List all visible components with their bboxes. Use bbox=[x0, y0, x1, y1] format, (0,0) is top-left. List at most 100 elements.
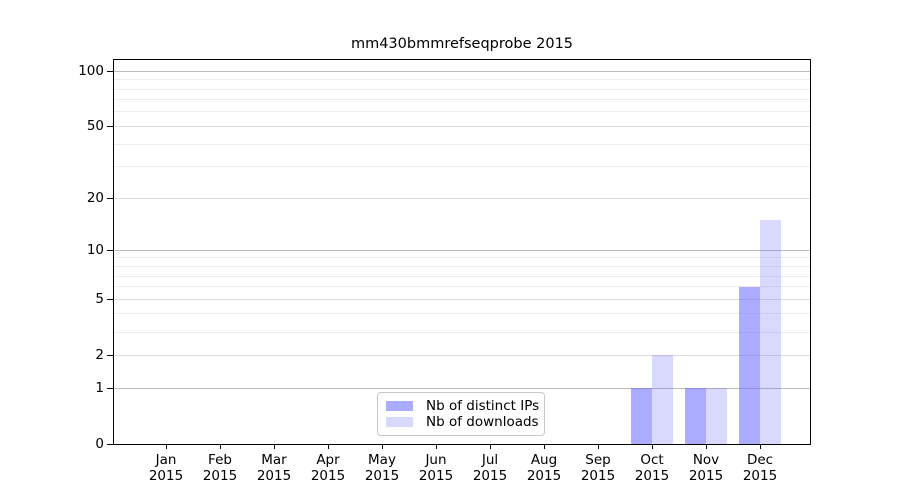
x-tick-mark-jun bbox=[436, 444, 437, 449]
x-tick-label-may: May 2015 bbox=[354, 452, 410, 484]
bar-dec-distinct-ips bbox=[739, 286, 760, 444]
bars-layer bbox=[114, 60, 810, 444]
y-tick-mark-10 bbox=[107, 249, 113, 251]
y-tick-label-2: 2 bbox=[95, 347, 104, 364]
x-tick-year: 2015 bbox=[742, 468, 778, 484]
x-tick-year: 2015 bbox=[256, 468, 292, 484]
gridline-50 bbox=[114, 125, 810, 127]
y-tick-label-100: 100 bbox=[78, 63, 104, 80]
bar-oct-distinct-ips bbox=[631, 388, 652, 444]
gridline-5 bbox=[114, 298, 810, 300]
x-tick-mark-dec bbox=[760, 444, 761, 449]
legend-item-downloads: Nb of downloads bbox=[386, 414, 539, 430]
x-tick-year: 2015 bbox=[472, 468, 508, 484]
x-tick-month: Jan bbox=[155, 452, 177, 468]
gridline-1 bbox=[114, 387, 810, 389]
x-tick-month: Dec bbox=[746, 452, 774, 468]
x-tick-label-sep: Sep 2015 bbox=[570, 452, 626, 484]
x-tick-label-feb: Feb 2015 bbox=[192, 452, 248, 484]
x-tick-label-nov: Nov 2015 bbox=[678, 452, 734, 484]
y-tick-mark-2 bbox=[107, 354, 113, 356]
x-tick-year: 2015 bbox=[202, 468, 238, 484]
x-tick-mark-may bbox=[382, 444, 383, 449]
x-tick-month: Jul bbox=[481, 452, 499, 468]
gridline-30 bbox=[114, 166, 810, 168]
x-tick-label-aug: Aug 2015 bbox=[516, 452, 572, 484]
x-tick-year: 2015 bbox=[634, 468, 670, 484]
x-tick-label-apr: Apr 2015 bbox=[300, 452, 356, 484]
x-tick-mark-feb bbox=[220, 444, 221, 449]
x-tick-month: Feb bbox=[208, 452, 232, 468]
x-tick-mark-oct bbox=[652, 444, 653, 449]
bar-nov-distinct-ips bbox=[685, 388, 706, 444]
gridline-40 bbox=[114, 143, 810, 145]
gridlines-layer bbox=[114, 60, 810, 444]
x-tick-mark-nov bbox=[706, 444, 707, 449]
x-tick-year: 2015 bbox=[310, 468, 346, 484]
gridline-10 bbox=[114, 249, 810, 251]
y-tick-mark-5 bbox=[107, 298, 113, 300]
y-tick-label-20: 20 bbox=[86, 190, 104, 207]
x-tick-year: 2015 bbox=[364, 468, 400, 484]
x-tick-mark-jan bbox=[166, 444, 167, 449]
legend-item-distinct-ips: Nb of distinct IPs bbox=[386, 398, 540, 414]
x-tick-label-jul: Jul 2015 bbox=[462, 452, 518, 484]
gridline-60 bbox=[114, 111, 810, 113]
gridline-80 bbox=[114, 88, 810, 90]
x-tick-year: 2015 bbox=[688, 468, 724, 484]
chart-title: mm430bmmrefseqprobe 2015 bbox=[350, 36, 574, 52]
x-tick-month: Oct bbox=[640, 452, 664, 468]
gridline-7 bbox=[114, 275, 810, 277]
gridline-4 bbox=[114, 313, 810, 315]
x-tick-month: Aug bbox=[530, 452, 558, 468]
gridline-3 bbox=[114, 331, 810, 333]
y-tick-label-5: 5 bbox=[95, 291, 104, 308]
x-tick-mark-mar bbox=[274, 444, 275, 449]
plot-area bbox=[113, 59, 811, 445]
legend-swatch-distinct-ips bbox=[386, 401, 413, 411]
bar-dec-downloads bbox=[760, 220, 781, 444]
gridline-9 bbox=[114, 257, 810, 259]
gridline-2 bbox=[114, 354, 810, 356]
gridline-90 bbox=[114, 79, 810, 81]
x-tick-label-oct: Oct 2015 bbox=[624, 452, 680, 484]
x-tick-month: Jun bbox=[425, 452, 447, 468]
legend: Nb of distinct IPs Nb of downloads bbox=[377, 392, 545, 436]
y-tick-mark-20 bbox=[107, 197, 113, 199]
gridline-6 bbox=[114, 286, 810, 288]
y-tick-mark-100 bbox=[107, 70, 113, 72]
legend-label-distinct-ips: Nb of distinct IPs bbox=[426, 398, 540, 414]
y-tick-label-1: 1 bbox=[95, 380, 104, 396]
bar-oct-downloads bbox=[652, 355, 673, 444]
gridline-100 bbox=[114, 70, 810, 72]
gridline-8 bbox=[114, 266, 810, 267]
x-tick-month: Nov bbox=[692, 452, 720, 468]
y-tick-mark-50 bbox=[107, 125, 113, 127]
x-tick-month: May bbox=[368, 452, 396, 468]
x-tick-label-dec: Dec 2015 bbox=[732, 452, 788, 484]
x-tick-month: Sep bbox=[585, 452, 611, 468]
x-tick-label-jan: Jan 2015 bbox=[138, 452, 194, 484]
legend-swatch-downloads bbox=[386, 417, 413, 427]
legend-label-downloads: Nb of downloads bbox=[426, 414, 539, 430]
x-tick-label-mar: Mar 2015 bbox=[246, 452, 302, 484]
x-tick-year: 2015 bbox=[148, 468, 184, 484]
x-tick-month: Apr bbox=[316, 452, 340, 468]
y-tick-mark-0 bbox=[107, 443, 113, 445]
y-tick-label-50: 50 bbox=[86, 118, 104, 135]
y-tick-label-10: 10 bbox=[86, 242, 104, 259]
x-tick-year: 2015 bbox=[526, 468, 562, 484]
y-tick-mark-1 bbox=[107, 387, 113, 389]
x-tick-mark-apr bbox=[328, 444, 329, 449]
x-tick-mark-sep bbox=[598, 444, 599, 449]
x-tick-label-jun: Jun 2015 bbox=[408, 452, 464, 484]
gridline-20 bbox=[114, 197, 810, 199]
x-tick-mark-aug bbox=[544, 444, 545, 449]
bar-nov-downloads bbox=[706, 388, 727, 444]
x-tick-year: 2015 bbox=[580, 468, 616, 484]
y-tick-label-0: 0 bbox=[95, 436, 104, 452]
gridline-70 bbox=[114, 99, 810, 101]
x-tick-month: Mar bbox=[261, 452, 287, 468]
x-tick-mark-jul bbox=[490, 444, 491, 449]
